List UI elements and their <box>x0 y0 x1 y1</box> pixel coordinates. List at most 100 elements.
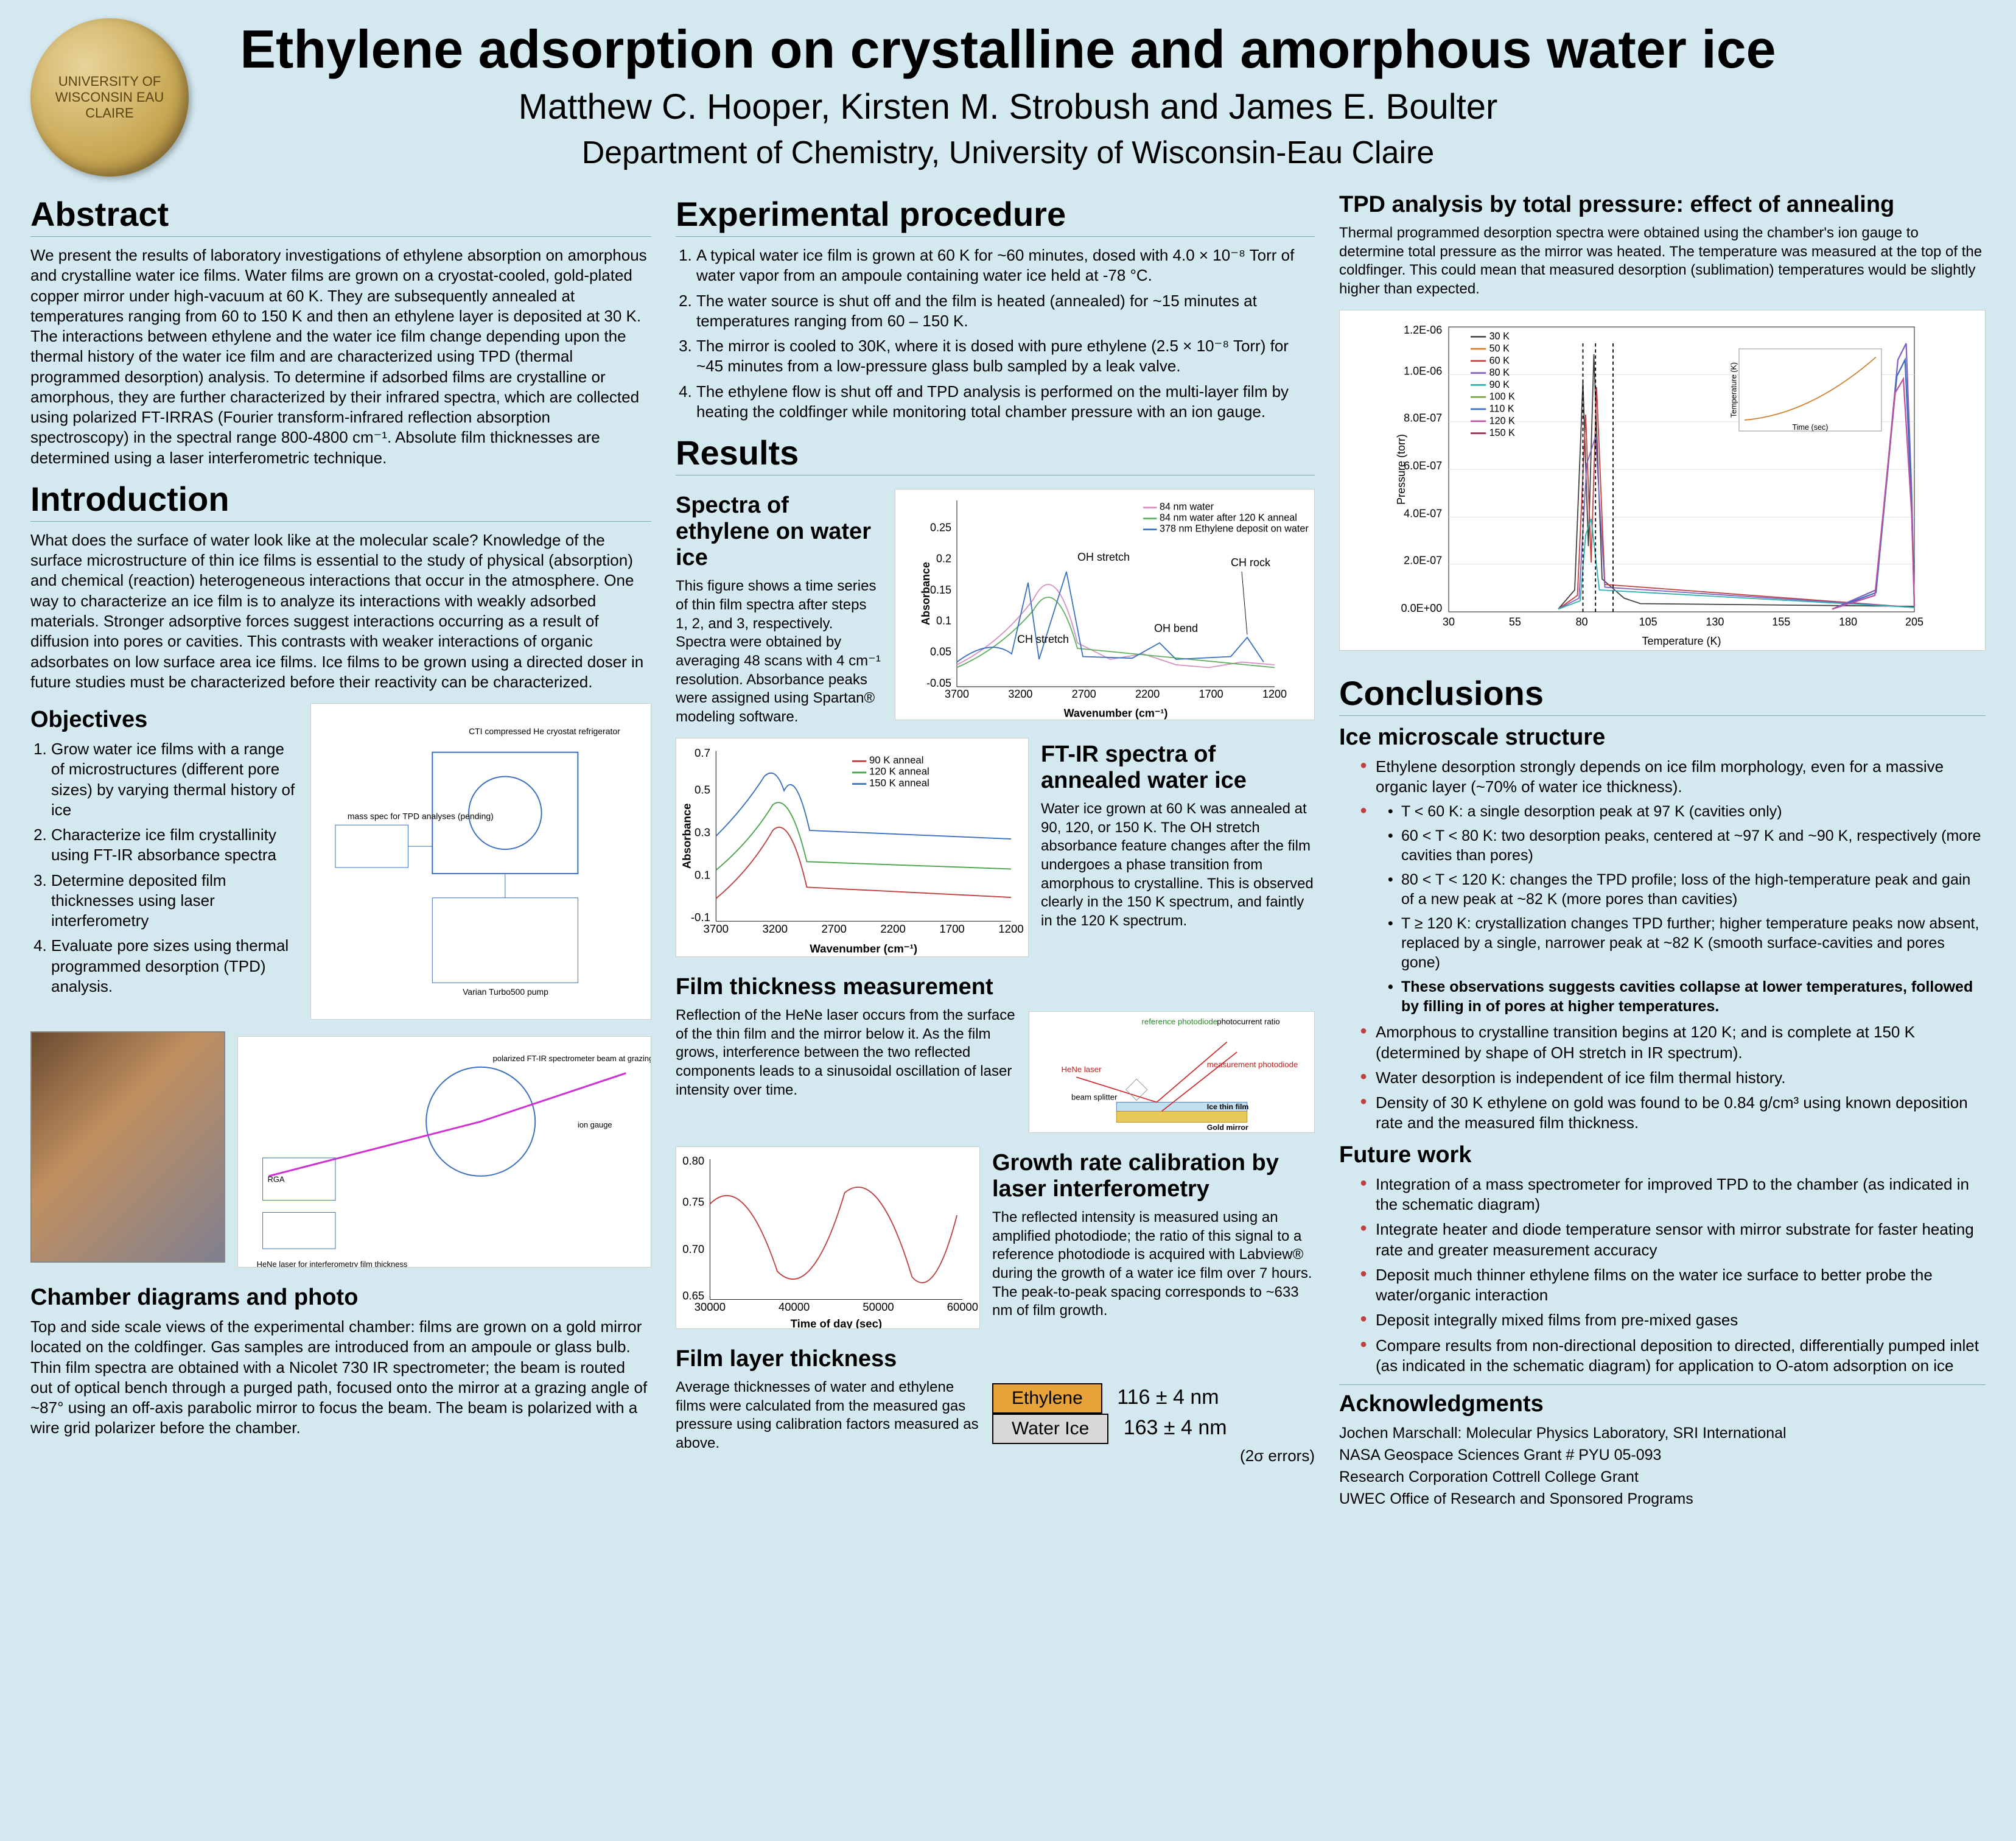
svg-text:-0.05: -0.05 <box>926 677 951 689</box>
department: Department of Chemistry, University of W… <box>30 135 1986 171</box>
objective-item: Evaluate pore sizes using thermal progra… <box>51 936 298 997</box>
future-item: Deposit much thinner ethylene films on t… <box>1360 1265 1986 1306</box>
conclusions-heading: Conclusions <box>1339 673 1986 716</box>
future-item: Integration of a mass spectrometer for i… <box>1360 1174 1986 1215</box>
ack-line: Research Corporation Cottrell College Gr… <box>1339 1467 1986 1487</box>
svg-text:0.1: 0.1 <box>695 868 710 881</box>
svg-text:Gold mirror: Gold mirror <box>1207 1123 1248 1132</box>
ack-heading: Acknowledgments <box>1339 1384 1986 1417</box>
svg-text:80 K: 80 K <box>1489 367 1510 378</box>
svg-text:1.0E-06: 1.0E-06 <box>1404 365 1442 377</box>
svg-text:measurement photodiode: measurement photodiode <box>1207 1060 1298 1069</box>
svg-text:1700: 1700 <box>1199 688 1223 700</box>
concl-list-1: Ethylene desorption strongly depends on … <box>1360 757 1986 1017</box>
svg-text:130: 130 <box>1706 615 1724 628</box>
chamber-text: Top and side scale views of the experime… <box>30 1317 651 1439</box>
svg-text:ion gauge: ion gauge <box>578 1120 612 1129</box>
future-list: Integration of a mass spectrometer for i… <box>1360 1174 1986 1376</box>
svg-text:0.1: 0.1 <box>936 615 951 627</box>
svg-text:Ice thin film: Ice thin film <box>1207 1103 1249 1111</box>
anneal-spectra-chart: 90 K anneal 120 K anneal 150 K anneal 37… <box>676 738 1029 957</box>
svg-text:2700: 2700 <box>821 922 846 935</box>
svg-text:155: 155 <box>1772 615 1790 628</box>
concl-sub1: Ice microscale structure <box>1339 724 1986 751</box>
svg-text:150 K anneal: 150 K anneal <box>869 777 929 788</box>
concl-item: T < 60 K: a single desorption peak at 97… <box>1360 802 1986 1016</box>
svg-text:OH stretch: OH stretch <box>1077 551 1130 563</box>
abstract-text: We present the results of laboratory inv… <box>30 245 651 468</box>
svg-text:2200: 2200 <box>880 922 905 935</box>
svg-text:50 K: 50 K <box>1489 343 1510 354</box>
exp-step: The water source is shut off and the fil… <box>696 291 1315 332</box>
svg-text:60 K: 60 K <box>1489 355 1510 366</box>
future-item: Integrate heater and diode temperature s… <box>1360 1219 1986 1260</box>
exp-step: A typical water ice film is grown at 60 … <box>696 245 1315 286</box>
svg-text:0.5: 0.5 <box>695 783 710 796</box>
svg-text:HeNe laser: HeNe laser <box>1062 1065 1102 1074</box>
university-seal-icon: UNIVERSITY OF WISCONSIN EAU CLAIRE <box>30 18 189 177</box>
svg-text:150 K: 150 K <box>1489 427 1516 438</box>
svg-text:0.3: 0.3 <box>695 826 710 838</box>
svg-text:0.25: 0.25 <box>930 522 951 534</box>
svg-text:0.75: 0.75 <box>682 1195 704 1208</box>
svg-text:3200: 3200 <box>762 922 787 935</box>
svg-text:84 nm water: 84 nm water <box>1160 501 1214 512</box>
svg-text:2700: 2700 <box>1072 688 1096 700</box>
spec1-heading: Spectra of ethylene on water ice <box>676 493 883 571</box>
svg-text:CH stretch: CH stretch <box>1017 633 1069 645</box>
poster-header: UNIVERSITY OF WISCONSIN EAU CLAIRE Ethyl… <box>30 18 1986 171</box>
svg-text:90 K anneal: 90 K anneal <box>869 754 924 766</box>
svg-text:mass spec for TPD analyses (pe: mass spec for TPD analyses (pending) <box>348 811 494 821</box>
svg-text:60000: 60000 <box>947 1300 978 1313</box>
concl-list-2: Amorphous to crystalline transition begi… <box>1360 1022 1986 1133</box>
intro-heading: Introduction <box>30 479 651 522</box>
svg-text:polarized FT-IR spectrometer b: polarized FT-IR spectrometer beam at gra… <box>493 1054 651 1063</box>
tpd-heading: TPD analysis by total pressure: effect o… <box>1339 192 1986 218</box>
column-middle: Experimental procedure A typical water i… <box>676 183 1315 1511</box>
svg-text:84 nm water after 120 K anneal: 84 nm water after 120 K anneal <box>1160 512 1297 523</box>
svg-text:30: 30 <box>1443 615 1455 628</box>
svg-text:OH bend: OH bend <box>1154 622 1198 634</box>
svg-text:40000: 40000 <box>779 1300 810 1313</box>
svg-text:Wavenumber (cm⁻¹): Wavenumber (cm⁻¹) <box>810 942 917 955</box>
svg-text:100 K: 100 K <box>1489 391 1516 402</box>
svg-text:30000: 30000 <box>695 1300 726 1313</box>
growth-rate-chart: 30000 40000 50000 60000 0.65 0.70 0.75 0… <box>676 1146 980 1329</box>
svg-text:8.0E-07: 8.0E-07 <box>1404 412 1442 424</box>
svg-text:0.80: 0.80 <box>682 1154 704 1167</box>
chamber-heading: Chamber diagrams and photo <box>30 1285 651 1311</box>
growth-text: The reflected intensity is measured usin… <box>992 1208 1315 1320</box>
svg-text:0.15: 0.15 <box>930 584 951 596</box>
svg-text:Time (sec): Time (sec) <box>1792 423 1828 432</box>
svg-text:beam splitter: beam splitter <box>1071 1092 1118 1101</box>
objectives-heading: Objectives <box>30 707 298 733</box>
concl-item: Ethylene desorption strongly depends on … <box>1360 757 1986 798</box>
svg-text:Temperature (K): Temperature (K) <box>1730 362 1738 418</box>
svg-text:Absorbance: Absorbance <box>920 562 932 625</box>
svg-text:0.2: 0.2 <box>936 553 951 565</box>
svg-text:1200: 1200 <box>1262 688 1287 700</box>
growth-heading: Growth rate calibration by laser interfe… <box>992 1150 1315 1202</box>
svg-text:Absorbance: Absorbance <box>680 803 693 869</box>
svg-text:90 K: 90 K <box>1489 379 1510 390</box>
ethylene-spectra-chart: CH stretch OH stretch OH bend CH rock 84… <box>895 489 1315 720</box>
layer-text: Average thicknesses of water and ethylen… <box>676 1378 980 1453</box>
exp-step: The mirror is cooled to 30K, where it is… <box>696 336 1315 377</box>
svg-text:50000: 50000 <box>863 1300 894 1313</box>
chamber-top-diagram: mass spec for TPD analyses (pending) CTI… <box>310 703 651 1020</box>
svg-text:photocurrent ratio: photocurrent ratio <box>1217 1017 1279 1026</box>
svg-text:0.7: 0.7 <box>695 746 710 759</box>
thickness-heading: Film thickness measurement <box>676 974 1315 1000</box>
svg-text:105: 105 <box>1639 615 1657 628</box>
svg-text:110 K: 110 K <box>1489 403 1514 414</box>
svg-text:0.65: 0.65 <box>682 1289 704 1302</box>
svg-text:Varian Turbo500 pump: Varian Turbo500 pump <box>463 987 548 997</box>
tpd-text: Thermal programmed desorption spectra we… <box>1339 224 1986 299</box>
svg-text:2.0E-07: 2.0E-07 <box>1404 555 1442 567</box>
ack-line: UWEC Office of Research and Sponsored Pr… <box>1339 1489 1986 1509</box>
svg-text:6.0E-07: 6.0E-07 <box>1404 460 1442 472</box>
abstract-heading: Abstract <box>30 194 651 237</box>
svg-text:4.0E-07: 4.0E-07 <box>1404 507 1442 519</box>
svg-text:Temperature (K): Temperature (K) <box>1642 635 1721 647</box>
results-heading: Results <box>676 433 1315 475</box>
